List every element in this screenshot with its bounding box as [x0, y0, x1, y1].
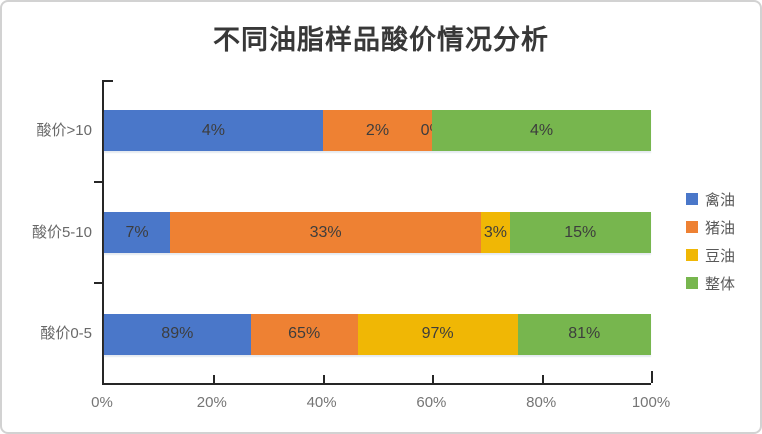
legend: 禽油 猪油 豆油 整体: [686, 185, 735, 297]
legend-item-label: 整体: [705, 275, 736, 293]
x-axis-tick: [542, 375, 545, 383]
bar-row: 7% 33% 3% 15%: [104, 212, 651, 253]
legend-item[interactable]: 整体: [686, 269, 735, 297]
x-axis-tick: [322, 375, 325, 383]
legend-swatch: [686, 193, 698, 205]
x-axis-tick: [432, 375, 435, 383]
bar-segment[interactable]: 7%: [104, 212, 171, 253]
y-axis-tick: [94, 282, 102, 285]
x-axis-tick-label: 20%: [196, 394, 227, 411]
bar-segment[interactable]: 33%: [170, 212, 482, 253]
bar-segment-label: 3%: [483, 223, 507, 241]
x-axis-tick-label: 40%: [306, 394, 337, 411]
bar-segment-label: 2%: [365, 121, 390, 139]
category-label: 酸价5-10: [31, 223, 92, 241]
bar-segment[interactable]: 4%: [432, 110, 651, 152]
bar-segment-label: 15%: [564, 223, 597, 241]
bar-segment-label: 89%: [161, 325, 194, 343]
bar-segment-label: 4%: [530, 121, 554, 139]
legend-swatch: [686, 249, 698, 261]
category-label: 酸价>10: [36, 121, 92, 139]
legend-item-label: 豆油: [705, 247, 736, 265]
bar-segment-label: 33%: [309, 223, 342, 241]
bar-segment[interactable]: 15%: [509, 212, 651, 253]
plot-area: 4%2%0%4%7%33%3%15%89%65%97%81%: [94, 80, 653, 385]
bar-row: 89% 65% 97% 81%: [104, 313, 651, 355]
x-axis-tick-label: 100%: [631, 394, 671, 411]
legend-item[interactable]: 豆油: [686, 241, 735, 269]
bar-segment-label: 65%: [288, 325, 321, 343]
bar-segment[interactable]: 3%: [481, 212, 510, 253]
legend-item-label: 禽油: [705, 191, 736, 209]
bar-segment[interactable]: 65%: [250, 313, 358, 355]
y-axis-tick: [94, 180, 102, 183]
legend-item[interactable]: 禽油: [686, 185, 735, 213]
x-axis-tick-label: 0%: [91, 394, 113, 411]
bar-segment-label: 4%: [201, 121, 225, 139]
y-axis-top-tick: [104, 80, 113, 82]
bar-segment-label: 81%: [568, 325, 601, 343]
bar-segment-label: 97%: [421, 325, 454, 343]
legend-swatch: [686, 221, 698, 233]
bar-segment-label: 7%: [125, 223, 149, 241]
bar-segment[interactable]: 97%: [357, 313, 518, 355]
category-label: 酸价0-5: [40, 325, 92, 343]
legend-item-label: 猪油: [705, 219, 736, 237]
x-axis-tick-label: 60%: [416, 394, 447, 411]
x-axis-tick: [651, 371, 653, 383]
x-axis-tick-label: 80%: [526, 394, 557, 411]
legend-swatch: [686, 277, 698, 289]
x-axis-tick: [212, 375, 215, 383]
bar-row: 4%2%0%4%: [104, 110, 651, 152]
chart-title: 不同油脂样品酸价情况分析: [213, 25, 549, 55]
bar-segment[interactable]: 4%: [104, 110, 323, 152]
legend-item[interactable]: 猪油: [686, 213, 735, 241]
bar-segment[interactable]: 2%: [322, 110, 433, 152]
bar-segment[interactable]: 81%: [517, 313, 651, 355]
bar-segment[interactable]: 89%: [104, 313, 251, 355]
